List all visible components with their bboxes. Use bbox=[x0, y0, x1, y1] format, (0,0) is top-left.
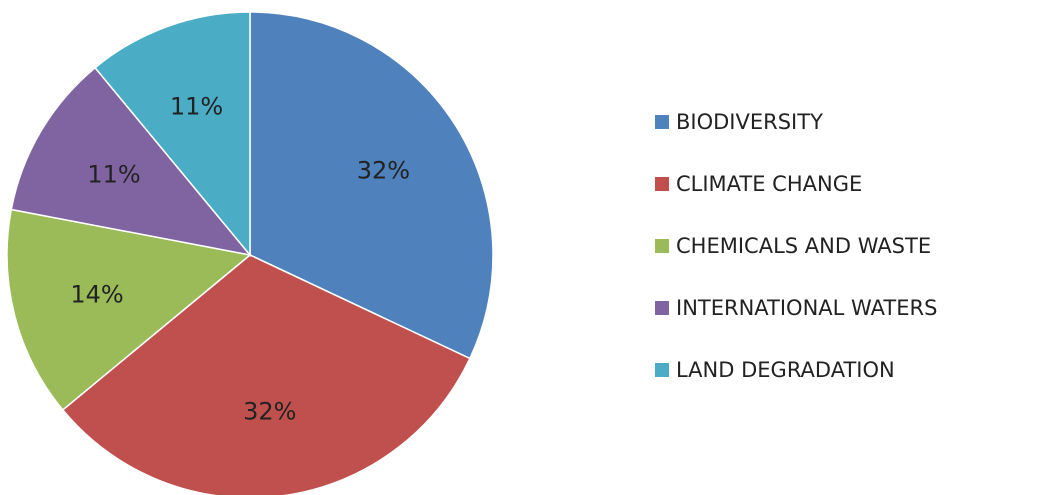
legend-label-chemicals-and-waste: CHEMICALS AND WASTE bbox=[676, 234, 932, 258]
data-label-land-degradation: 11% bbox=[170, 92, 223, 120]
legend-swatch-biodiversity bbox=[655, 115, 669, 129]
pie-slice-land-degradation bbox=[94, 11, 251, 258]
legend-label-biodiversity: BIODIVERSITY bbox=[676, 110, 823, 134]
legend-item-chemicals-and-waste: CHEMICALS AND WASTE bbox=[655, 232, 1060, 260]
legend-item-biodiversity: BIODIVERSITY bbox=[655, 108, 1060, 136]
pie-slice-biodiversity bbox=[249, 11, 494, 360]
legend-label-land-degradation: LAND DEGRADATION bbox=[676, 358, 895, 382]
data-label-chemicals-and-waste: 14% bbox=[70, 280, 123, 308]
pie-plot-area: 32% 32% 14% 11% 11% bbox=[6, 11, 494, 495]
data-label-biodiversity: 32% bbox=[357, 156, 410, 184]
legend-swatch-climate-change bbox=[655, 177, 669, 191]
legend-swatch-international-waters bbox=[655, 301, 669, 315]
legend: BIODIVERSITY CLIMATE CHANGE CHEMICALS AN… bbox=[655, 108, 1060, 418]
data-label-climate-change: 32% bbox=[243, 398, 296, 426]
legend-label-international-waters: INTERNATIONAL WATERS bbox=[676, 296, 938, 320]
pie-slices bbox=[6, 11, 494, 495]
pie-slice-climate-change bbox=[61, 254, 471, 495]
legend-item-climate-change: CLIMATE CHANGE bbox=[655, 170, 1060, 198]
data-label-international-waters: 11% bbox=[87, 161, 140, 189]
legend-item-international-waters: INTERNATIONAL WATERS bbox=[655, 294, 1060, 322]
legend-label-climate-change: CLIMATE CHANGE bbox=[676, 172, 863, 196]
legend-swatch-chemicals-and-waste bbox=[655, 239, 669, 253]
pie-slice-international-waters bbox=[10, 66, 252, 257]
pie-data-labels: 32% 32% 14% 11% 11% bbox=[70, 92, 410, 425]
legend-swatch-land-degradation bbox=[655, 363, 669, 377]
legend-item-land-degradation: LAND DEGRADATION bbox=[655, 356, 1060, 384]
pie-slice-chemicals-and-waste bbox=[6, 208, 252, 411]
